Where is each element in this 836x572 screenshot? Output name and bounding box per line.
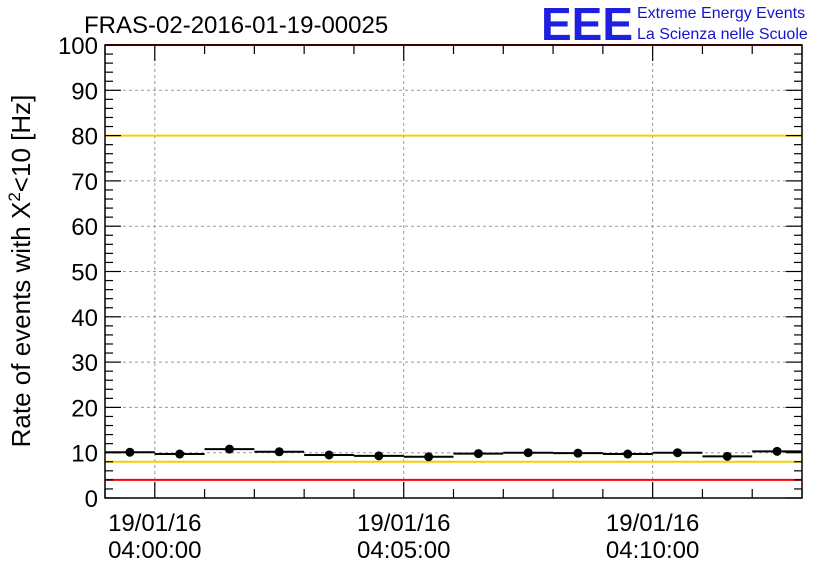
y-tick-label: 90	[71, 78, 98, 105]
y-axis-label: Rate of events with X2<10 [Hz]	[5, 95, 36, 448]
axes	[104, 44, 803, 499]
x-tick-label-time: 04:10:00	[606, 537, 699, 564]
y-tick-label: 30	[71, 350, 98, 377]
y-tick-label: 20	[71, 395, 98, 422]
data-point	[125, 447, 135, 457]
x-tick-label-date: 19/01/16	[357, 510, 450, 537]
data-point	[673, 448, 683, 458]
x-tick-label-time: 04:05:00	[357, 537, 450, 564]
y-tick-label: 100	[58, 33, 98, 60]
data-point	[175, 449, 185, 459]
y-tick-label: 80	[71, 124, 98, 151]
data-point	[324, 450, 334, 460]
data-point	[722, 451, 732, 461]
data-point	[573, 448, 583, 458]
chart-title: FRAS-02-2016-01-19-00025	[84, 12, 388, 39]
data-point	[623, 449, 633, 459]
y-tick-labels: 0 10 20 30 40 50 60 70 80 90 100	[58, 33, 98, 513]
y-tick-label: 50	[71, 260, 98, 287]
data-point	[274, 447, 284, 457]
x-tick-labels: 19/01/1604:00:0019/01/1604:05:0019/01/16…	[108, 510, 699, 564]
data-point	[224, 444, 234, 454]
y-tick-label: 0	[85, 486, 98, 513]
y-tick-label: 70	[71, 169, 98, 196]
y-axis-label-superscript: 2	[5, 192, 24, 201]
data-point	[523, 448, 533, 458]
data-points	[105, 444, 802, 462]
x-tick-label-date: 19/01/16	[108, 510, 201, 537]
data-point	[473, 449, 483, 459]
x-tick-label-date: 19/01/16	[606, 510, 699, 537]
data-point	[772, 446, 782, 456]
y-tick-label: 60	[71, 214, 98, 241]
y-tick-label: 10	[71, 441, 98, 468]
y-tick-label: 40	[71, 305, 98, 332]
brand-line-2: La Scienza nelle Scuole	[637, 26, 808, 43]
x-tick-label-time: 04:00:00	[108, 537, 201, 564]
data-point	[374, 451, 384, 461]
data-point	[424, 452, 434, 462]
brand-logo: EEE	[541, 0, 633, 50]
brand-line-1: Extreme Energy Events	[637, 5, 805, 22]
